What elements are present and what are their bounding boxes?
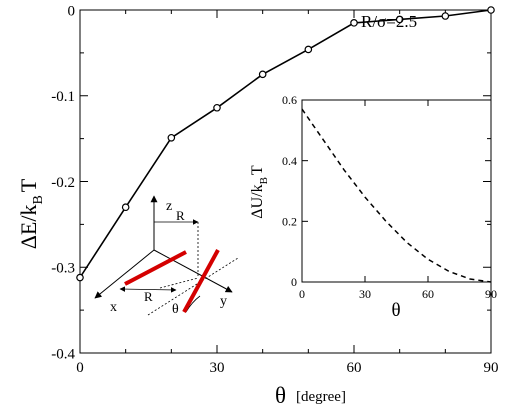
diagram-x-label: x bbox=[110, 300, 117, 315]
main-data-point bbox=[167, 133, 176, 142]
main-data-point bbox=[121, 203, 130, 212]
main-x-tick-label: 0 bbox=[76, 360, 84, 376]
diagram-y-label: y bbox=[220, 294, 227, 309]
main-y-label-tail: T bbox=[16, 178, 41, 192]
main-y-tick-label: -0.3 bbox=[51, 261, 75, 277]
main-y-label-sub: B bbox=[31, 195, 46, 204]
diagram-top-r-label: R bbox=[176, 208, 185, 223]
diagram-rod-1 bbox=[124, 250, 187, 286]
inset-x-label: θ bbox=[391, 300, 400, 321]
main-x-tick-label: 90 bbox=[484, 360, 499, 376]
inset-series-line bbox=[301, 108, 492, 283]
inset-x-tick-label: 30 bbox=[359, 287, 371, 301]
inset-x-tick-label: 90 bbox=[485, 287, 497, 301]
main-y-tick-label: -0.2 bbox=[51, 175, 75, 191]
inset-y-axis: 0 0.2 0.4 0.6 bbox=[282, 93, 491, 289]
svg-text:ΔE/kBT: ΔE/kBT bbox=[16, 178, 46, 249]
diagram-dotted-guide-2 bbox=[159, 277, 199, 289]
main-data-point bbox=[76, 273, 84, 282]
main-y-axis: 0 -0.1 -0.2 -0.3 -0.4 bbox=[51, 3, 491, 362]
inset-x-axis: 0 30 60 90 bbox=[299, 100, 497, 301]
diagram-bottom-r-label: R bbox=[144, 289, 153, 304]
main-data-point bbox=[487, 6, 495, 14]
inset-y-label-tail: T bbox=[249, 165, 266, 175]
main-y-axis-label: ΔE/kBT bbox=[16, 178, 46, 249]
main-x-label-unit: [degree] bbox=[296, 389, 346, 405]
inset-y-tick-label: 0 bbox=[291, 275, 297, 289]
svg-text:ΔU/kBT: ΔU/kBT bbox=[249, 165, 270, 219]
inset-y-label-main: ΔU/k bbox=[249, 184, 266, 218]
main-data-point bbox=[258, 70, 267, 79]
annotation-ratio: R/σ=2.5 bbox=[361, 12, 417, 31]
main-data-point bbox=[395, 15, 404, 24]
main-data-point bbox=[213, 103, 221, 112]
main-y-tick-label: -0.1 bbox=[51, 89, 75, 105]
main-series-line bbox=[79, 9, 492, 278]
diagram-x-axis bbox=[94, 249, 155, 299]
inset-y-tick-label: 0.2 bbox=[282, 215, 297, 229]
inset-x-tick-label: 60 bbox=[422, 287, 434, 301]
inset-plot: 0 0.2 0.4 0.6 0 30 60 90 ΔU/kBT θ bbox=[249, 93, 497, 321]
inset-y-tick-label: 0.4 bbox=[282, 154, 297, 168]
main-y-label-main: ΔE/k bbox=[16, 205, 41, 250]
diagram-rod-2 bbox=[182, 249, 220, 313]
main-x-axis: 0 30 60 90 bbox=[76, 10, 499, 376]
main-data-point bbox=[350, 19, 358, 27]
main-x-tick-label: 60 bbox=[347, 360, 362, 376]
diagram-y-axis bbox=[153, 249, 233, 293]
diagram-bottom-r-arrow bbox=[119, 286, 177, 293]
main-data-point bbox=[304, 45, 313, 54]
inset-x-tick-label: 0 bbox=[299, 287, 305, 301]
inset-plot-frame bbox=[301, 99, 492, 283]
main-x-tick-label: 30 bbox=[210, 360, 225, 376]
diagram-dotted-guide bbox=[147, 257, 239, 316]
main-data-point bbox=[441, 12, 450, 20]
main-y-tick-label: -0.4 bbox=[51, 346, 75, 362]
main-x-label-symbol: θ bbox=[275, 383, 286, 408]
geometry-diagram: z x y R R θ bbox=[94, 195, 239, 317]
diagram-z-label: z bbox=[166, 199, 172, 214]
diagram-theta-label: θ bbox=[172, 302, 179, 317]
inset-y-tick-label: 0.6 bbox=[282, 93, 297, 107]
main-y-tick-label: 0 bbox=[68, 3, 76, 19]
main-series-points bbox=[76, 6, 495, 282]
main-plot: 0-0.1-0.2-0.3-0.4 0 30 60 90 R/σ=2.5 ΔE/kBT… bbox=[16, 3, 499, 408]
inset-y-label-sub: B bbox=[258, 177, 270, 184]
inset-y-axis-label: ΔU/kBT bbox=[249, 165, 270, 219]
